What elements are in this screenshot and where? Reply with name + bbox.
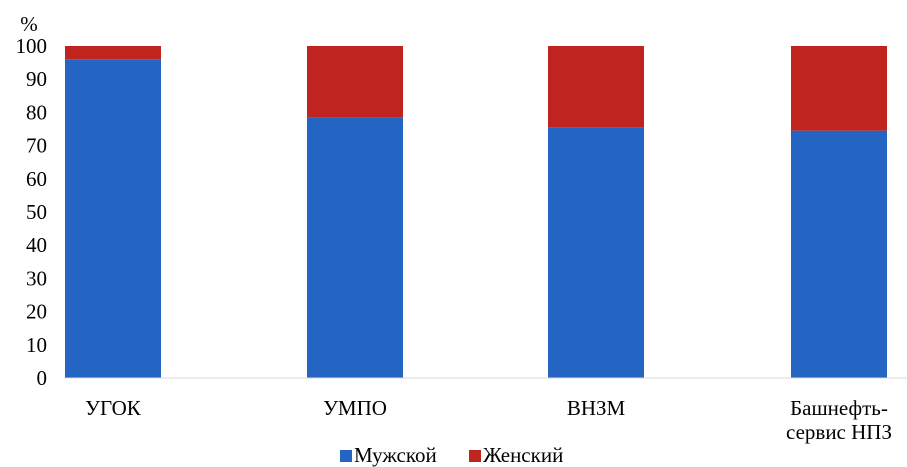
bars	[65, 46, 887, 378]
legend-female-swatch	[469, 450, 481, 462]
y-tick-label: 10	[26, 333, 47, 357]
y-axis-label: %	[20, 12, 38, 36]
bar-segment-female	[548, 46, 644, 128]
y-tick-label: 50	[26, 200, 47, 224]
y-tick-label: 60	[26, 167, 47, 191]
bar-segment-male	[307, 117, 403, 378]
legend: Мужской Женский	[340, 443, 563, 467]
category-labels: УГОК УМПО ВНЗМ Башнефть-сервис НПЗ	[85, 396, 892, 444]
bar-segment-male	[548, 127, 644, 378]
category-label: УГОК	[85, 396, 142, 420]
y-tick-label: 80	[26, 100, 47, 124]
y-tick-label: 30	[26, 266, 47, 290]
y-tick-label: 70	[26, 134, 47, 158]
y-tick-label: 40	[26, 233, 47, 257]
y-tick-label: 90	[26, 67, 47, 91]
category-label: УМПО	[323, 396, 387, 420]
y-axis-ticks: 0 10 20 30 40 50 60 70 80 90 100	[16, 34, 48, 390]
y-tick-label: 100	[16, 34, 48, 58]
bar-segment-female	[65, 46, 161, 60]
y-tick-label: 20	[26, 300, 47, 324]
legend-male-label: Мужской	[354, 443, 437, 467]
y-tick-label: 0	[37, 366, 48, 390]
legend-male-swatch	[340, 450, 352, 462]
bar-segment-male	[791, 130, 887, 378]
category-label: ВНЗМ	[567, 396, 626, 420]
legend-female-label: Женский	[483, 443, 563, 467]
bar-segment-female	[307, 46, 403, 118]
bar-segment-male	[65, 59, 161, 378]
category-label: Башнефть-сервис НПЗ	[786, 396, 892, 444]
bar-segment-female	[791, 46, 887, 131]
